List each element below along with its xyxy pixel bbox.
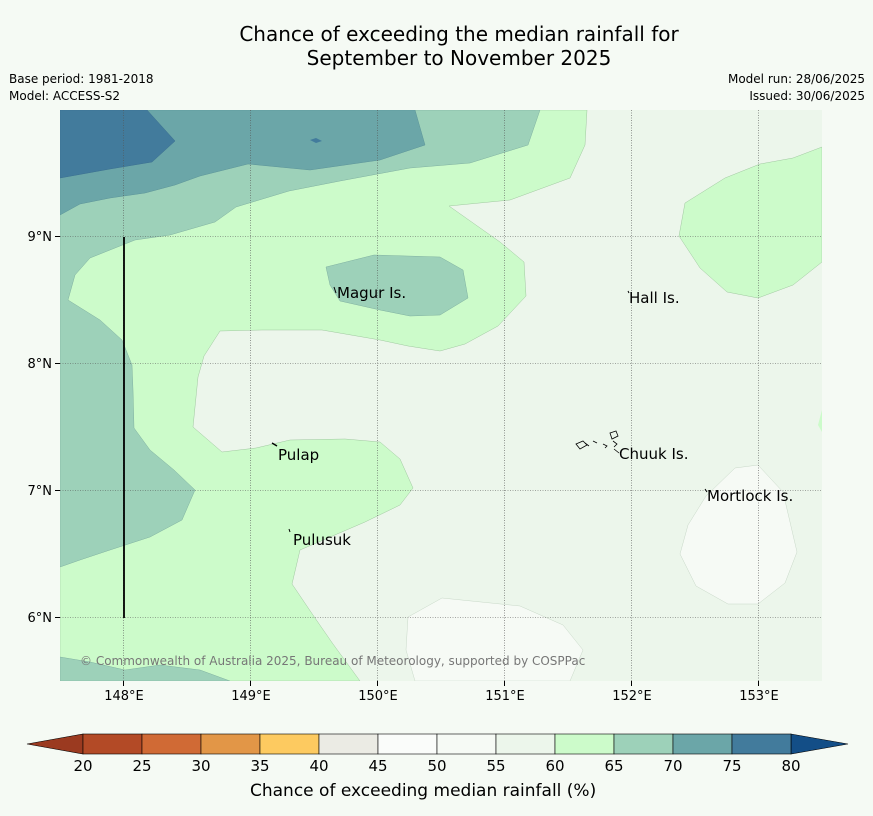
colorbar-tick-label: 75 — [722, 757, 741, 775]
contour-60-65-northeast — [678, 146, 822, 299]
colorbar-segment — [436, 733, 497, 755]
contour-65-70-magur — [325, 254, 469, 317]
meta-left: Base period: 1981-2018 Model: ACCESS-S2 — [9, 71, 154, 105]
colorbar-tick-label: 45 — [368, 757, 387, 775]
contour-75-80 — [60, 110, 176, 179]
colorbar-segment — [259, 733, 320, 755]
colorbar-segment — [613, 733, 674, 755]
label-magur: Magur Is. — [337, 284, 406, 302]
colorbar-segment — [672, 733, 733, 755]
lon-tick-151e: 151°E — [485, 689, 525, 704]
contour-50-55-south — [405, 597, 584, 681]
title-line-1: Chance of exceeding the median rainfall … — [239, 22, 679, 46]
copyright-notice: © Commonwealth of Australia 2025, Bureau… — [80, 654, 585, 668]
title-line-2: September to November 2025 — [306, 46, 612, 70]
contour-60-65-east-edge — [818, 410, 822, 432]
colorbar-tick-label: 20 — [73, 757, 92, 775]
gridlines — [60, 110, 822, 681]
colorbar-segment — [318, 733, 379, 755]
contour-75-80-spot — [310, 138, 322, 143]
label-mortlock: Mortlock Is. — [707, 487, 793, 505]
lat-tick-8n: 8°N — [28, 357, 53, 372]
colorbar-tick-label: 40 — [309, 757, 328, 775]
model-run: Model run: 28/06/2025 — [727, 72, 865, 86]
hall-island-shape — [627, 290, 630, 294]
label-pulap: Pulap — [278, 446, 319, 464]
contour-50-55-mortlock — [679, 464, 798, 605]
base-period: Base period: 1981-2018 — [9, 72, 154, 86]
lon-tick-149e: 149°E — [231, 689, 271, 704]
contour-60-65 — [60, 110, 588, 681]
colorbar-tick-label: 80 — [781, 757, 800, 775]
label-hall: Hall Is. — [629, 289, 680, 307]
colorbar-segment — [82, 733, 143, 755]
lon-tick-148e: 148°E — [104, 689, 144, 704]
colorbar-segment — [495, 733, 556, 755]
lon-tick-153e: 153°E — [739, 689, 779, 704]
colorbar-segment — [554, 733, 615, 755]
colorbar-tick-label: 70 — [663, 757, 682, 775]
place-labels: Magur Is. Hall Is. Pulap Chuuk Is. Mortl… — [278, 284, 793, 549]
mortlock-island-shape — [704, 488, 708, 493]
colorbar-segment — [377, 733, 438, 755]
map-area — [60, 110, 822, 681]
colorbar-tick-label: 55 — [486, 757, 505, 775]
colorbar-title: Chance of exceeding median rainfall (%) — [250, 781, 597, 801]
magur-island-shape — [333, 286, 337, 294]
colorbar-tick-label: 35 — [250, 757, 269, 775]
colorbar-segment — [200, 733, 261, 755]
chuuk-island-shapes — [575, 430, 620, 454]
lon-tick-labels: 148°E 149°E 150°E 151°E 152°E 153°E — [104, 681, 779, 704]
model-name: Model: ACCESS-S2 — [9, 89, 121, 103]
colorbar-segment — [141, 733, 202, 755]
lon-tick-150e: 150°E — [358, 689, 398, 704]
colorbar-over-arrow — [790, 733, 849, 755]
colorbar-under-arrow — [26, 733, 84, 755]
lat-tick-7n: 7°N — [28, 484, 53, 499]
label-chuuk: Chuuk Is. — [619, 445, 688, 463]
colorbar-tick-label: 60 — [545, 757, 564, 775]
issued-date: Issued: 30/06/2025 — [749, 89, 865, 103]
contour-65-70-west — [60, 110, 541, 568]
colorbar-tick-label: 30 — [191, 757, 210, 775]
meta-right: Model run: 28/06/2025 Issued: 30/06/2025 — [728, 71, 865, 105]
colorbar-tick-label: 65 — [604, 757, 623, 775]
lat-tick-9n: 9°N — [28, 230, 53, 245]
label-pulusuk: Pulusuk — [293, 531, 351, 549]
lat-tick-labels: 9°N 8°N 7°N 6°N — [28, 230, 60, 626]
colorbar-tick-label: 25 — [132, 757, 151, 775]
lat-tick-6n: 6°N — [28, 611, 53, 626]
colorbar-segment — [731, 733, 792, 755]
map-title: Chance of exceeding the median rainfall … — [0, 22, 873, 70]
pulap-island-shape — [271, 442, 278, 447]
colorbar-tick-label: 50 — [427, 757, 446, 775]
pulusuk-island-shape — [288, 528, 291, 533]
contour-65-70-south — [60, 656, 231, 681]
colorbar: 20 25 30 35 40 45 50 55 60 65 70 75 80 — [26, 733, 849, 775]
lon-tick-152e: 152°E — [612, 689, 652, 704]
